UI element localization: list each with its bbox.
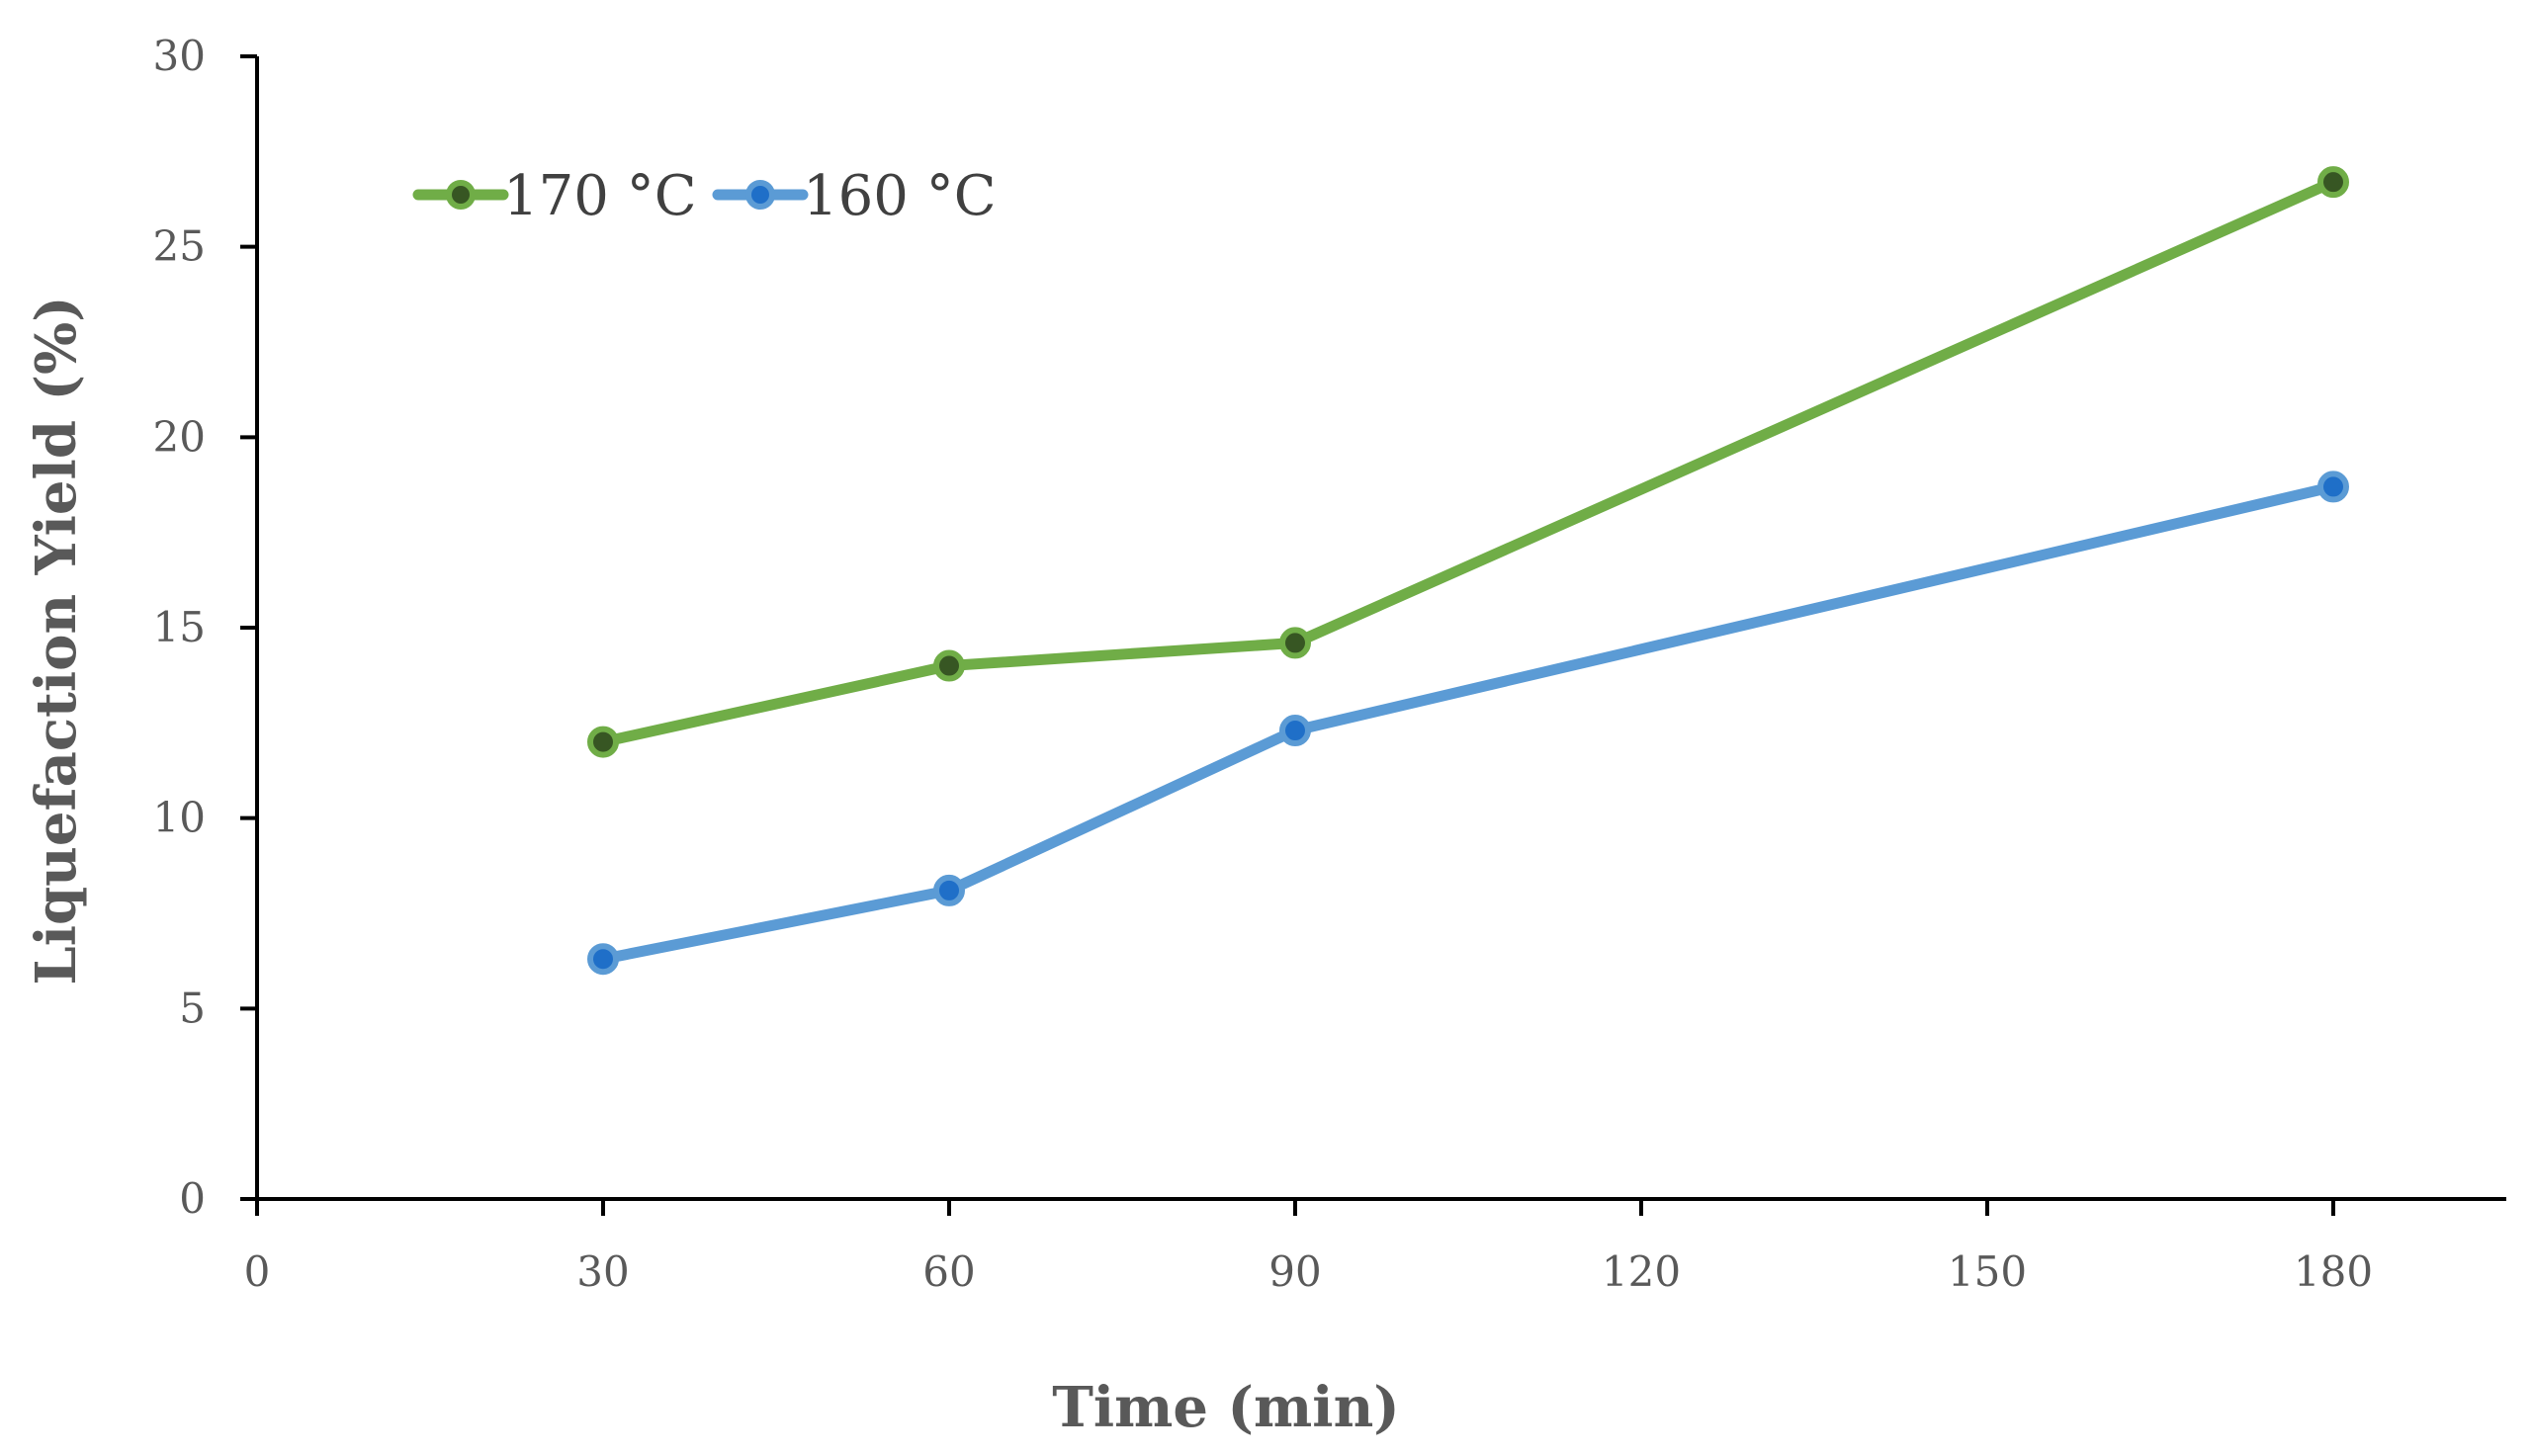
- x-tick-label: 0: [244, 1247, 271, 1296]
- legend-marker: [745, 180, 775, 210]
- x-tick-label: 30: [576, 1247, 629, 1296]
- series-layer: [587, 166, 2349, 976]
- x-tick-label: 180: [2294, 1247, 2373, 1296]
- y-tick-label: 30: [153, 32, 206, 80]
- data-point: [2317, 471, 2349, 503]
- x-axis-title: Time (min): [1052, 1375, 1400, 1440]
- x-tick-label: 150: [1948, 1247, 2027, 1296]
- series-0: [587, 166, 2349, 758]
- y-tick-label: 25: [153, 222, 206, 271]
- y-tick-label: 10: [153, 794, 206, 842]
- data-point: [2317, 166, 2349, 199]
- x-tick-label: 90: [1268, 1247, 1321, 1296]
- x-tick-label: 60: [922, 1247, 975, 1296]
- series-line: [597, 176, 2339, 748]
- data-point: [1279, 627, 1311, 659]
- legend-item-1: 160 °C: [712, 164, 997, 228]
- legend-marker: [446, 180, 476, 210]
- y-tick-label: 5: [179, 984, 206, 1032]
- axes: 0 5 10 15 20 25 30 0 30 60 90 120 150 180: [153, 32, 2506, 1296]
- data-point: [1279, 715, 1311, 747]
- y-tick-label: 20: [153, 412, 206, 461]
- y-tick-label: 15: [153, 603, 206, 651]
- legend-label: 160 °C: [803, 164, 997, 228]
- data-point: [587, 943, 619, 976]
- y-axis-title: Liquefaction Yield (%): [24, 296, 89, 985]
- data-point: [933, 649, 965, 682]
- legend: 170 °C 160 °C: [412, 164, 997, 228]
- series-line: [597, 480, 2339, 965]
- data-point: [933, 874, 965, 906]
- legend-label: 170 °C: [503, 164, 697, 228]
- x-tick-label: 120: [1602, 1247, 1681, 1296]
- data-point: [587, 726, 619, 758]
- series-1: [587, 471, 2349, 976]
- legend-item-0: 170 °C: [412, 164, 697, 228]
- y-tick-label: 0: [179, 1174, 206, 1223]
